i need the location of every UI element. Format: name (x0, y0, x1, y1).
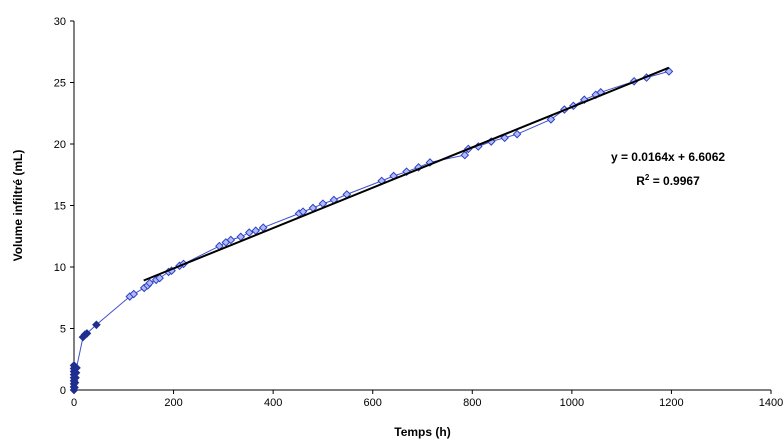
data-point (664, 67, 674, 76)
data-point (71, 368, 81, 378)
r-squared-superscript: 2 (645, 173, 650, 182)
y-tick-label: 15 (54, 201, 66, 213)
data-point (92, 320, 101, 330)
data-point (72, 363, 81, 373)
data-points (69, 67, 674, 395)
data-point (82, 329, 92, 338)
x-tick-label: 800 (463, 397, 481, 409)
y-tick-label: 10 (54, 262, 66, 274)
data-point (155, 273, 164, 283)
r-squared-prefix: R (636, 174, 645, 188)
x-tick-label: 1000 (560, 397, 584, 409)
y-tick-label: 5 (60, 324, 66, 336)
r-squared-value: = 0.9967 (649, 174, 700, 188)
trendline-equation: y = 0.0164x + 6.6062 (611, 150, 725, 164)
data-point (546, 115, 556, 124)
data-point (129, 289, 139, 299)
x-tick-label: 200 (164, 397, 182, 409)
x-tick-label: 1200 (659, 397, 683, 409)
x-tick-label: 1400 (759, 397, 783, 409)
x-axis-title: Temps (h) (394, 425, 450, 439)
y-tick-label: 25 (54, 78, 66, 90)
x-axis-ticks: 0 200 400 600 800 1000 1200 1400 (71, 390, 783, 409)
data-point (512, 129, 522, 139)
y-axis-title: Volume infiltré (mL) (11, 150, 25, 262)
data-point (244, 228, 254, 237)
data-point (70, 378, 80, 387)
y-axis-ticks: 0 5 10 15 20 25 30 (54, 16, 74, 397)
data-point (70, 383, 79, 392)
data-point (145, 278, 154, 288)
data-point (460, 150, 470, 160)
x-tick-label: 400 (264, 397, 282, 409)
linear-trendline (143, 66, 670, 282)
data-point (226, 235, 236, 245)
y-tick-label: 30 (54, 16, 66, 28)
plot-area: 0 200 400 600 800 1000 1200 1400 0 5 10 15 20 25 30 (54, 16, 783, 409)
data-point (425, 158, 435, 167)
y-tick-label: 20 (54, 139, 66, 151)
x-tick-label: 0 (71, 397, 77, 409)
data-point (579, 95, 589, 105)
y-tick-label: 0 (60, 385, 66, 397)
data-point (71, 373, 80, 383)
x-tick-label: 600 (364, 397, 382, 409)
series-line (73, 70, 670, 390)
r-squared-label: R2 = 0.9967 (636, 173, 700, 188)
data-point (402, 167, 411, 176)
